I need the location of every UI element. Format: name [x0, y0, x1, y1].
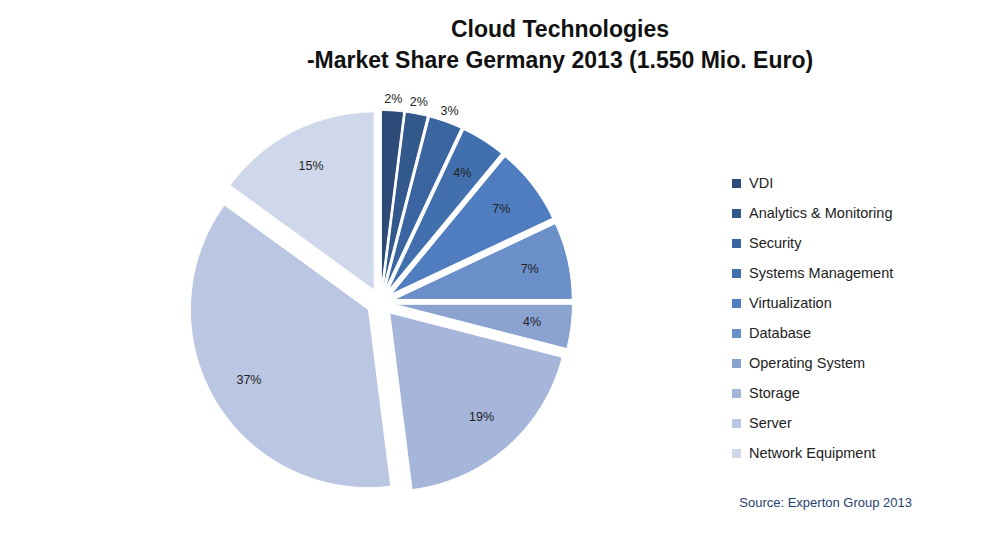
- svg-text:4%: 4%: [453, 166, 471, 180]
- html-text:Network Equipment: Network Equipment: [749, 445, 876, 461]
- html-text:Cloud Technologies: Cloud Technologies: [451, 16, 669, 42]
- html-text:Virtualization: Virtualization: [749, 295, 832, 311]
- html-text:VDI: VDI: [749, 175, 774, 191]
- html-text:Operating System: Operating System: [749, 355, 866, 371]
- html-text:Database: Database: [749, 325, 812, 341]
- html-text:Source: Experton Group 2013: Source: Experton Group 2013: [739, 495, 912, 510]
- svg-text:2%: 2%: [384, 92, 402, 106]
- svg-text:7%: 7%: [521, 262, 539, 276]
- svg-text:37%: 37%: [236, 373, 261, 387]
- html-text:-Market Share Germany 2013 (1.: -Market Share Germany 2013 (1.550 Mio. E…: [306, 47, 814, 73]
- svg-text:3%: 3%: [441, 104, 459, 118]
- svg-text:19%: 19%: [469, 410, 494, 424]
- svg-text:2%: 2%: [410, 95, 428, 109]
- html-text:Storage: Storage: [749, 385, 800, 401]
- html-text:Security: Security: [749, 235, 802, 251]
- svg-text:7%: 7%: [492, 202, 510, 216]
- html-text:Systems Management: Systems Management: [749, 265, 894, 281]
- html-text:Analytics & Monitoring: Analytics & Monitoring: [749, 205, 893, 221]
- svg-text:15%: 15%: [299, 159, 324, 173]
- html-text:Server: Server: [749, 415, 792, 431]
- svg-text:4%: 4%: [523, 315, 541, 329]
